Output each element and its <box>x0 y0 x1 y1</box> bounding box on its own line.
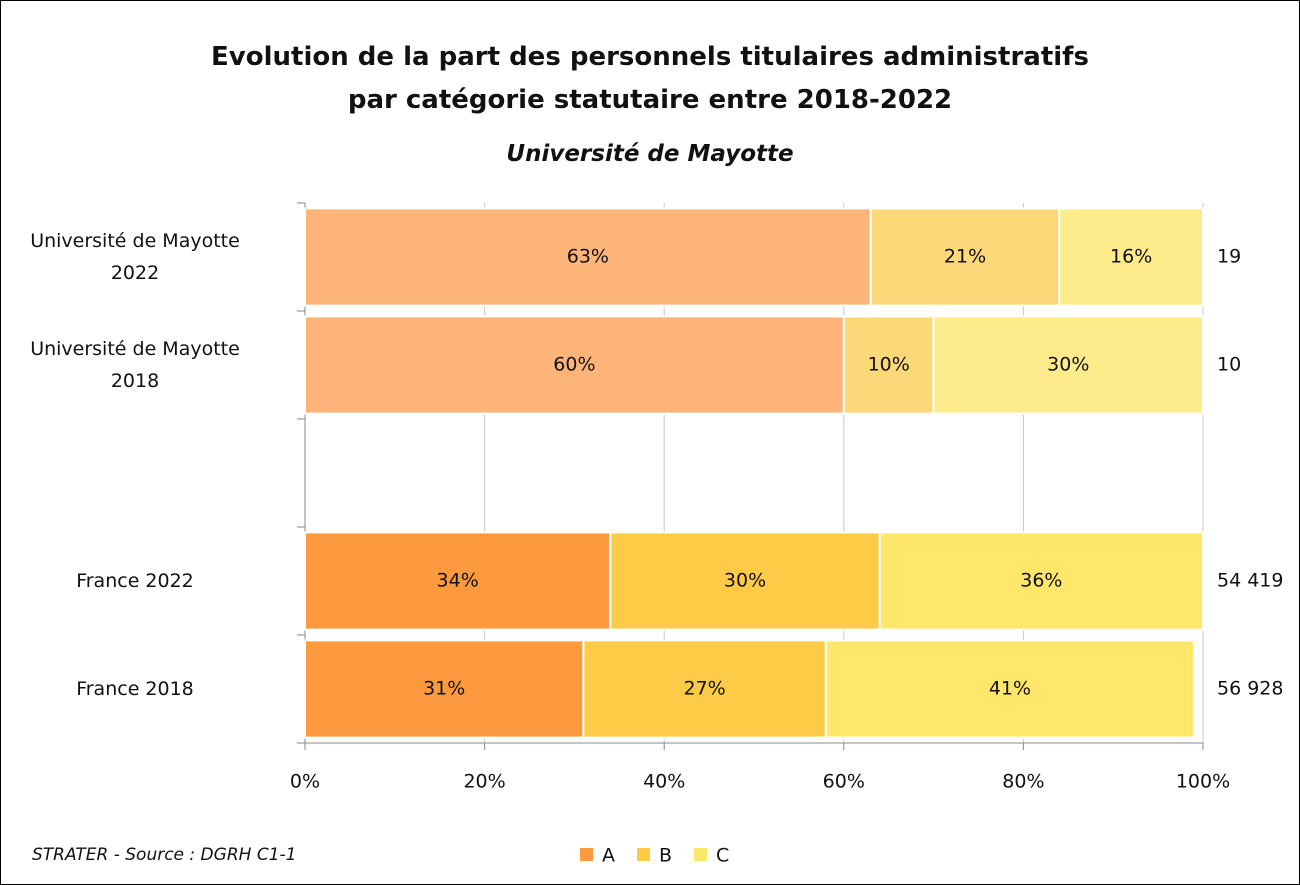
data-label: 60% <box>553 354 595 376</box>
bar-segment <box>932 315 1204 415</box>
bar-segment <box>878 531 1204 631</box>
data-label: 63% <box>567 246 609 268</box>
chart-title: Evolution de la part des personnels titu… <box>211 42 1089 115</box>
bar-segment <box>304 207 872 307</box>
x-tick-label: 20% <box>463 771 505 793</box>
bar-segment <box>824 639 1196 739</box>
y-tick-label: Université de Mayotte 2018 <box>30 338 240 392</box>
x-tick-label: 100% <box>1176 771 1230 793</box>
data-label: 41% <box>989 678 1031 700</box>
data-label: 21% <box>944 246 986 268</box>
total-label: 10 <box>1217 354 1241 376</box>
data-label: 16% <box>1110 246 1152 268</box>
y-tick-label: France 2022 <box>76 570 194 592</box>
total-label: 56 928 <box>1217 678 1283 700</box>
bar-segment <box>1058 207 1204 307</box>
data-label: 31% <box>423 678 465 700</box>
data-label: 34% <box>437 570 479 592</box>
x-tick-label: 60% <box>823 771 865 793</box>
data-label: 30% <box>1047 354 1089 376</box>
legend-swatch <box>694 848 707 861</box>
total-label: 19 <box>1217 246 1241 268</box>
x-tick-label: 80% <box>1002 771 1044 793</box>
legend-swatch <box>637 848 650 861</box>
bar-segment <box>304 639 585 739</box>
data-label: 10% <box>868 354 910 376</box>
data-label: 30% <box>724 570 766 592</box>
legend-label: A <box>602 845 615 867</box>
source-note: STRATER - Source : DGRH C1-1 <box>32 845 297 865</box>
x-tick-label: 40% <box>643 771 685 793</box>
data-label: 27% <box>683 678 725 700</box>
total-label: 54 419 <box>1217 570 1283 592</box>
bar-segment <box>609 531 881 631</box>
chart-subtitle: Université de Mayotte <box>506 141 794 167</box>
x-tick-label: 0% <box>290 771 320 793</box>
data-label: 36% <box>1020 570 1062 592</box>
legend-label: C <box>716 845 729 867</box>
legend-swatch <box>580 848 593 861</box>
y-tick-label: Université de Mayotte 2022 <box>30 230 240 284</box>
y-tick-label: France 2018 <box>76 678 194 700</box>
legend-label: B <box>659 845 672 867</box>
bar-segment <box>869 207 1061 307</box>
bar-segment <box>582 639 827 739</box>
